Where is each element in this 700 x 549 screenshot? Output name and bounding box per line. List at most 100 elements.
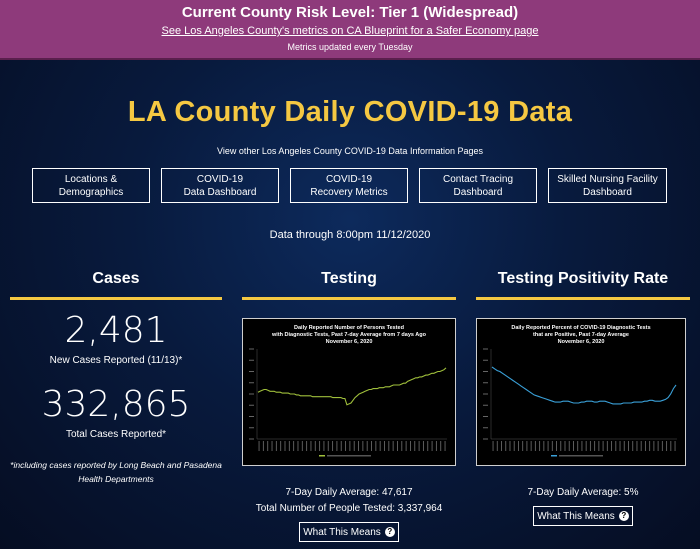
nav-data-dashboard-button[interactable]: COVID-19 Data Dashboard <box>161 168 279 203</box>
chart-title-line3: November 6, 2020 <box>325 339 373 345</box>
nav-label-line2: Dashboard <box>453 186 503 198</box>
x-tick <box>632 441 634 451</box>
risk-level-banner: Current County Risk Level: Tier 1 (Wides… <box>0 0 700 60</box>
testing-average: 7-Day Daily Average: 47,617 <box>285 487 413 498</box>
nav-label-line1: Contact Tracing <box>442 173 514 185</box>
y-tick <box>249 382 254 384</box>
positivity-chart-title: Daily Reported Percent of COVID-19 Diagn… <box>477 325 685 346</box>
y-tick <box>249 416 254 417</box>
x-tick <box>384 441 385 451</box>
series-line <box>257 367 447 406</box>
x-tick <box>319 441 321 451</box>
cases-heading: Cases <box>92 270 140 287</box>
x-tick <box>332 441 334 451</box>
x-tick <box>431 441 433 451</box>
x-tick <box>492 441 494 451</box>
x-tick <box>606 441 608 451</box>
x-tick <box>585 441 587 451</box>
positivity-average: 7-Day Daily Average: 5% <box>527 487 639 498</box>
x-tick <box>288 441 290 451</box>
testing-chart[interactable]: Daily Reported Number of Persons Tested … <box>242 318 456 466</box>
x-tick <box>314 441 316 451</box>
x-tick <box>440 441 442 451</box>
x-tick <box>674 441 676 451</box>
positivity-divider <box>476 297 690 300</box>
y-tick <box>249 393 254 395</box>
x-tick <box>392 441 394 451</box>
x-tick <box>275 441 277 451</box>
x-tick <box>551 441 553 451</box>
x-tick <box>526 441 528 451</box>
y-tick <box>483 348 488 350</box>
x-tick <box>628 441 629 451</box>
total-cases-count: 332,865 <box>41 384 191 425</box>
footnote-line2: Health Departments <box>78 474 154 484</box>
positivity-chart[interactable]: Daily Reported Percent of COVID-19 Diagn… <box>476 318 686 466</box>
x-tick <box>349 441 351 451</box>
x-tick <box>560 441 562 451</box>
nav-skilled-nursing-button[interactable]: Skilled Nursing Facility Dashboard <box>548 168 667 203</box>
x-tick <box>661 441 663 451</box>
x-tick <box>375 441 377 451</box>
y-tick <box>483 427 488 429</box>
x-tick <box>409 441 411 451</box>
x-tick <box>670 441 672 451</box>
nav-label-line1: Locations & <box>64 173 118 185</box>
x-tick <box>405 441 407 451</box>
nav-locations-demographics-button[interactable]: Locations & Demographics <box>32 168 150 203</box>
x-tick <box>602 441 604 451</box>
testing-total: Total Number of People Tested: 3,337,964 <box>255 503 443 514</box>
testing-chart-title: Daily Reported Number of Persons Tested … <box>243 325 455 346</box>
testing-what-this-means-button[interactable]: What This Means ? <box>299 522 399 542</box>
x-tick <box>397 441 398 451</box>
positivity-what-this-means-button[interactable]: What This Means ? <box>533 506 633 526</box>
x-tick <box>422 441 424 451</box>
nav-label-line1: Skilled Nursing Facility <box>557 173 658 185</box>
nav-label-line1: COVID-19 <box>196 173 244 185</box>
x-tick <box>340 441 342 451</box>
y-tick <box>249 371 254 372</box>
page-title: LA County Daily COVID-19 Data <box>127 96 573 128</box>
x-tick <box>666 441 668 451</box>
x-tick <box>284 441 286 451</box>
new-cases-label: New Cases Reported (11/13)* <box>49 355 183 366</box>
x-tick <box>444 441 446 451</box>
x-tick <box>640 441 642 451</box>
footnote-line1: *including cases reported by Long Beach … <box>10 460 222 470</box>
x-tick <box>371 441 372 451</box>
x-tick <box>598 441 600 451</box>
x-tick <box>556 441 557 451</box>
x-tick <box>362 441 364 451</box>
y-tick <box>483 371 488 372</box>
x-tick <box>336 441 338 451</box>
x-tick <box>615 441 617 451</box>
y-tick <box>249 348 254 350</box>
nav-label-line2: Dashboard <box>583 186 632 198</box>
x-tick <box>581 441 583 451</box>
x-tick <box>293 441 295 451</box>
legend <box>327 455 371 457</box>
blueprint-link[interactable]: See Los Angeles County's metrics on CA B… <box>161 25 539 37</box>
y-tick <box>483 416 488 417</box>
series-line <box>491 366 677 405</box>
x-tick <box>379 441 381 451</box>
x-tick <box>297 441 299 451</box>
x-tick <box>267 441 269 451</box>
x-tick <box>366 441 368 451</box>
what-this-means-label: What This Means <box>537 510 615 522</box>
x-tick <box>301 441 303 451</box>
x-tick <box>530 441 532 451</box>
chart-title-line2: that are Positive, Past 7-day Average <box>533 332 629 338</box>
nav-contact-tracing-button[interactable]: Contact Tracing Dashboard <box>419 168 537 203</box>
legend-swatch <box>551 455 557 457</box>
cases-divider <box>10 297 222 300</box>
x-tick <box>636 441 638 451</box>
x-tick <box>323 441 325 451</box>
x-tick <box>310 441 312 451</box>
y-tick <box>483 438 488 440</box>
x-tick <box>539 441 541 451</box>
chart-title-line3: November 6, 2020 <box>557 339 605 345</box>
nav-recovery-metrics-button[interactable]: COVID-19 Recovery Metrics <box>290 168 408 203</box>
x-tick <box>418 441 420 451</box>
x-tick <box>306 441 308 451</box>
